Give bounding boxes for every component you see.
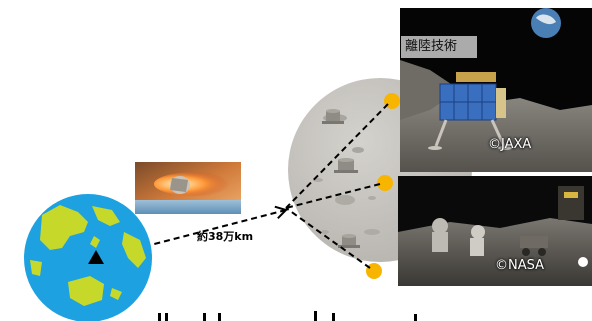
jaxa-credit: ©JAXA xyxy=(488,137,532,152)
nasa-credit: ©NASA xyxy=(495,258,545,273)
moon-lander-icon xyxy=(334,158,358,173)
capsule-reentry-image xyxy=(135,162,241,214)
earth-globe-icon xyxy=(24,194,152,321)
lunar-lander-image xyxy=(400,8,592,172)
distance-label: 約38万km xyxy=(197,230,254,243)
landing-site-marker xyxy=(377,175,393,191)
moon-lander-icon xyxy=(322,109,344,124)
landing-point-marker xyxy=(88,250,104,264)
landing-site-marker xyxy=(366,263,382,279)
astronaut-rover-image xyxy=(398,176,592,286)
clipped-caption-fragments xyxy=(158,311,417,321)
moon-lander-icon xyxy=(338,234,360,248)
takeoff-technology-label: 離陸技術 xyxy=(401,36,477,58)
